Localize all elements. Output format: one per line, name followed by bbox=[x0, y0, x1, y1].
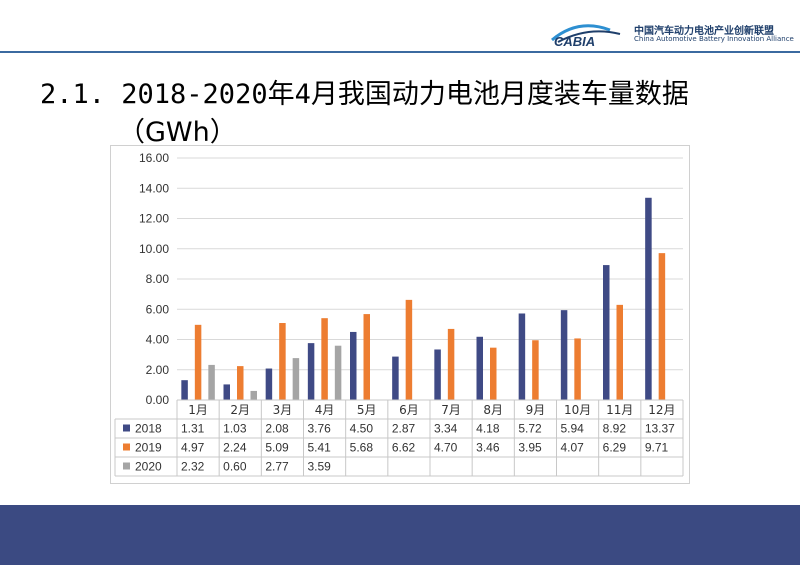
header-divider bbox=[0, 51, 800, 53]
bar-2018 bbox=[603, 265, 610, 400]
data-table-cell: 4.70 bbox=[434, 441, 458, 455]
data-table-cell: 3.59 bbox=[308, 460, 332, 474]
data-table-cell: 4.50 bbox=[350, 422, 374, 436]
data-table-cell: 5.68 bbox=[350, 441, 374, 455]
y-tick-label: 12.00 bbox=[139, 212, 169, 226]
y-tick-label: 8.00 bbox=[146, 272, 170, 286]
data-table-cell: 5.94 bbox=[561, 422, 585, 436]
bar-2018 bbox=[350, 331, 357, 400]
x-category-label: 10月 bbox=[564, 403, 591, 417]
y-tick-label: 14.00 bbox=[139, 181, 169, 195]
logo: CABIA 中国汽车动力电池产业创新联盟 China Automotive Ba… bbox=[548, 20, 794, 50]
x-category-label: 9月 bbox=[526, 403, 546, 417]
bar-2019 bbox=[447, 328, 455, 400]
x-category-label: 2月 bbox=[230, 403, 250, 417]
x-category-label: 11月 bbox=[606, 403, 633, 417]
data-table-cell: 5.41 bbox=[308, 441, 332, 455]
y-tick-label: 16.00 bbox=[139, 151, 169, 165]
logo-name-cn: 中国汽车动力电池产业创新联盟 bbox=[634, 26, 774, 37]
footer-band bbox=[0, 505, 800, 565]
logo-name-en: China Automotive Battery Innovation Alli… bbox=[634, 35, 794, 43]
x-category-label: 7月 bbox=[441, 403, 461, 417]
data-table-cell: 9.71 bbox=[645, 441, 669, 455]
x-category-label: 3月 bbox=[273, 403, 293, 417]
data-table-cell: 2.08 bbox=[265, 422, 289, 436]
data-table-cell: 6.29 bbox=[603, 441, 627, 455]
bar-2018 bbox=[223, 384, 230, 400]
data-table-cell: 1.03 bbox=[223, 422, 247, 436]
data-table-cell: 3.46 bbox=[476, 441, 500, 455]
data-table-cell: 1.31 bbox=[181, 422, 205, 436]
data-table-cell: 2.87 bbox=[392, 422, 416, 436]
bar-2019 bbox=[616, 304, 623, 400]
bar-2018 bbox=[645, 197, 652, 400]
data-table-cell: 4.07 bbox=[561, 441, 585, 455]
bar-2020 bbox=[292, 358, 300, 400]
data-table-cell: 8.92 bbox=[603, 422, 627, 436]
legend-swatch-2019 bbox=[123, 443, 130, 451]
data-table-cell: 2.77 bbox=[265, 460, 289, 474]
bar-2019 bbox=[237, 366, 244, 400]
bar-2019 bbox=[279, 323, 286, 400]
bar-2020 bbox=[334, 345, 342, 400]
data-table-cell: 4.97 bbox=[181, 441, 205, 455]
x-category-label: 12月 bbox=[648, 403, 675, 417]
logo-mark-icon: CABIA bbox=[551, 24, 621, 48]
bar-2018 bbox=[265, 368, 273, 400]
bar-2018 bbox=[307, 343, 315, 400]
bar-2020 bbox=[208, 364, 215, 400]
data-table-cell: 4.18 bbox=[476, 422, 500, 436]
bar-2019 bbox=[574, 338, 581, 400]
bar-2019 bbox=[363, 314, 370, 400]
x-category-label: 1月 bbox=[188, 403, 208, 417]
legend-swatch-2018 bbox=[123, 424, 130, 432]
bar-2018 bbox=[181, 380, 188, 400]
data-table-cell: 0.60 bbox=[223, 460, 247, 474]
bar-2019 bbox=[194, 324, 202, 400]
page-title: 2.1. 2018-2020年4月我国动力电池月度装车量数据 bbox=[40, 79, 689, 110]
data-table-cell: 3.95 bbox=[518, 441, 542, 455]
x-category-label: 6月 bbox=[399, 403, 419, 417]
legend-label-2018: 2018 bbox=[135, 422, 162, 436]
bar-chart: 0.00 2.00 4.00 6.00 8.00 10.00 12.00 14.00 16.00… bbox=[114, 151, 684, 477]
bar-2019 bbox=[405, 299, 413, 400]
page-title-unit: （GWh） bbox=[118, 117, 237, 148]
bar-2018 bbox=[434, 349, 441, 400]
x-category-label: 4月 bbox=[315, 403, 335, 417]
bar-2019 bbox=[532, 340, 539, 400]
data-table-cell: 3.34 bbox=[434, 422, 458, 436]
chart-frame: 0.00 2.00 4.00 6.00 8.00 10.00 12.00 14.00 16.00… bbox=[110, 145, 690, 484]
x-category-label: 5月 bbox=[357, 403, 377, 417]
legend-swatch-2020 bbox=[123, 462, 130, 470]
bar-2019 bbox=[321, 318, 328, 400]
legend-label-2019: 2019 bbox=[135, 441, 162, 455]
data-table-cell: 2.24 bbox=[223, 441, 247, 455]
bar-2018 bbox=[560, 310, 568, 400]
bar-2019 bbox=[658, 253, 666, 400]
y-tick-label: 10.00 bbox=[139, 242, 169, 256]
data-table-cell: 5.09 bbox=[265, 441, 289, 455]
y-tick-label: 4.00 bbox=[146, 333, 170, 347]
data-table-cell: 6.62 bbox=[392, 441, 416, 455]
bar-2020 bbox=[250, 390, 257, 400]
y-tick-label: 0.00 bbox=[146, 393, 170, 407]
y-tick-label: 6.00 bbox=[146, 302, 170, 316]
x-category-label: 8月 bbox=[483, 403, 503, 417]
bar-2018 bbox=[476, 336, 483, 400]
data-table-cell: 5.72 bbox=[518, 422, 542, 436]
legend-label-2020: 2020 bbox=[135, 460, 162, 474]
y-tick-label: 2.00 bbox=[146, 363, 170, 377]
data-table-cell: 3.76 bbox=[308, 422, 332, 436]
logo-brand-text: CABIA bbox=[554, 34, 595, 48]
bar-2018 bbox=[518, 313, 526, 400]
bar-2019 bbox=[490, 347, 497, 400]
bar-2018 bbox=[392, 356, 399, 400]
data-table-cell: 13.37 bbox=[645, 422, 675, 436]
data-table-cell: 2.32 bbox=[181, 460, 205, 474]
